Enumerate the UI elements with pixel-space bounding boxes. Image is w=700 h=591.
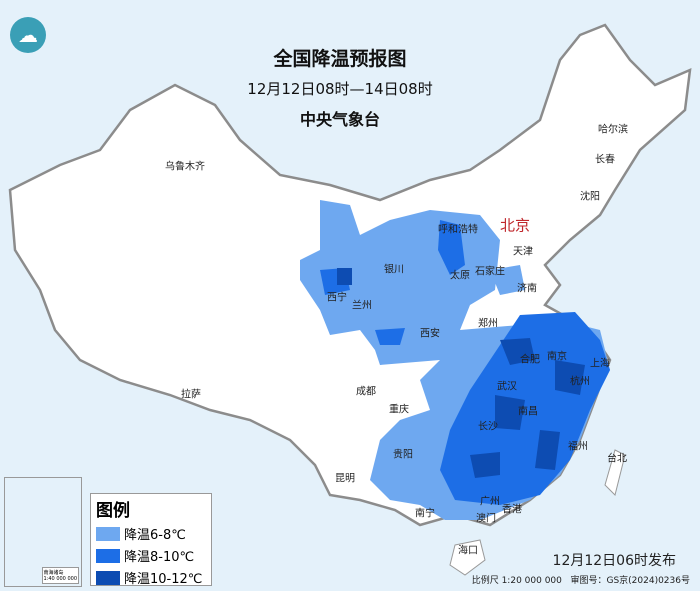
city-label: 台北	[607, 453, 627, 465]
inset-caption: 南海诸岛 1:40 000 000	[41, 567, 79, 584]
cma-logo-icon: ☁	[10, 17, 46, 53]
legend-swatch	[96, 570, 120, 585]
city-label: 杭州	[570, 376, 590, 388]
south-china-sea-inset: 南海诸岛 1:40 000 000	[4, 477, 82, 587]
legend-swatch	[96, 526, 120, 541]
city-label: 南京	[547, 351, 567, 363]
legend-item: 降温6-8℃	[96, 524, 211, 543]
city-label: 西宁	[327, 292, 347, 304]
city-label: 南昌	[518, 406, 538, 418]
city-label: 银川	[384, 264, 404, 276]
city-label: 澳门	[476, 513, 496, 525]
city-label: 沈阳	[580, 191, 600, 203]
city-label: 西安	[420, 328, 440, 340]
inset-title: 南海诸岛	[43, 570, 64, 576]
legend-item: 降温10-12℃	[96, 568, 211, 587]
city-label: 昆明	[335, 473, 355, 485]
city-label: 石家庄	[475, 266, 505, 278]
city-label: 拉萨	[181, 389, 201, 401]
city-label: 北京	[499, 216, 531, 235]
legend-swatch	[96, 548, 120, 563]
land-hainan	[449, 539, 486, 576]
city-label: 贵阳	[393, 449, 413, 461]
city-label: 上海	[590, 358, 610, 370]
legend-label: 降温8-10℃	[124, 550, 195, 565]
city-label: 长沙	[478, 421, 498, 433]
review-number: 审图号：GS京(2024)0236号	[570, 576, 690, 586]
city-label: 合肥	[520, 354, 540, 366]
legend-title: 图例	[96, 501, 130, 521]
legend-item: 降温8-10℃	[96, 546, 211, 565]
inset-scale: 1:40 000 000	[43, 576, 78, 582]
city-label: 福州	[568, 441, 588, 453]
city-label: 哈尔滨	[598, 124, 628, 136]
map-title: 全国降温预报图	[273, 48, 407, 70]
legend-label: 降温10-12℃	[124, 572, 203, 587]
city-label: 兰州	[352, 300, 372, 312]
legend: 图例 降温6-8℃ 降温8-10℃ 降温10-12℃	[90, 493, 212, 587]
city-label: 乌鲁木齐	[165, 161, 205, 173]
city-label: 太原	[450, 270, 470, 282]
map-issuer: 中央气象台	[299, 110, 380, 129]
scale-text: 比例尺 1:20 000 000	[471, 576, 562, 586]
map-period: 12月12日08时—14日08时	[247, 80, 433, 98]
city-label: 成都	[356, 386, 376, 398]
city-label: 重庆	[389, 404, 409, 416]
city-label: 天津	[513, 246, 533, 258]
city-label: 广州	[480, 496, 500, 508]
city-label: 武汉	[497, 381, 517, 393]
city-label: 济南	[517, 283, 537, 295]
city-label: 郑州	[478, 318, 498, 330]
city-label: 呼和浩特	[438, 224, 478, 236]
scale-and-review: 比例尺 1:20 000 000 审图号：GS京(2024)0236号	[472, 573, 690, 586]
legend-label: 降温6-8℃	[124, 528, 186, 543]
city-label: 香港	[502, 504, 522, 516]
city-label: 长春	[595, 154, 615, 166]
cooling-10-12	[337, 268, 585, 478]
city-label: 南宁	[415, 508, 435, 520]
publish-time: 12月12日06时发布	[552, 553, 676, 569]
city-label: 海口	[458, 545, 478, 557]
land-taiwan	[604, 449, 626, 496]
